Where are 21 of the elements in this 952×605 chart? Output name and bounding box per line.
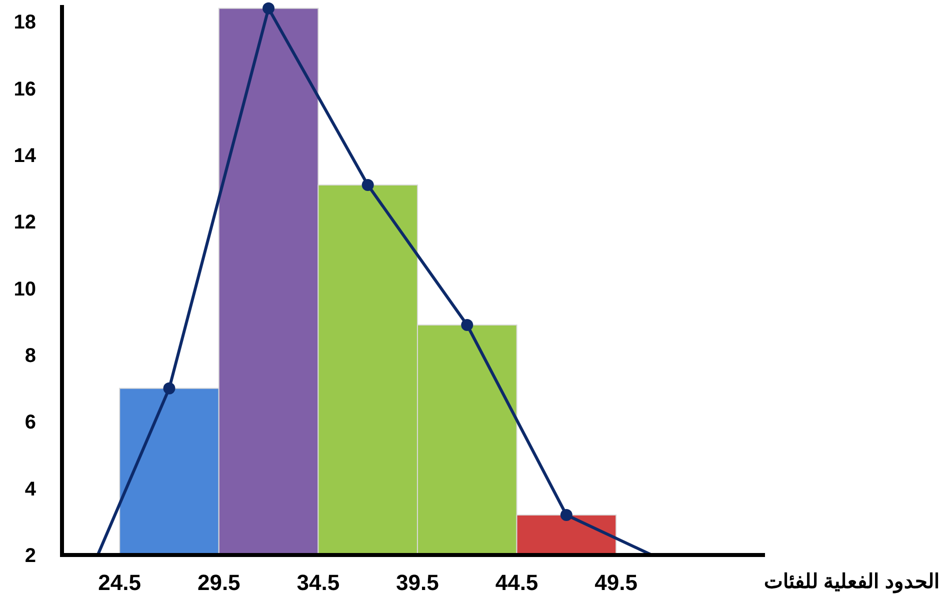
x-tick-label: 24.5	[98, 570, 142, 595]
y-tick-label: 2	[24, 545, 36, 567]
x-tick-label: 49.5	[594, 570, 638, 595]
y-tick-label: 12	[14, 212, 36, 234]
x-axis-title: الحدود الفعلية للفئات	[764, 571, 940, 594]
y-tick-label: 18	[14, 12, 36, 34]
point	[362, 179, 374, 191]
point	[262, 2, 275, 14]
y-tick-label: 16	[14, 78, 36, 100]
x-tick-label: 34.5	[296, 570, 340, 595]
y-tick-label: 6	[24, 412, 36, 434]
point	[163, 382, 176, 394]
x-tick-label: 39.5	[396, 570, 439, 595]
x-tick-label: 29.5	[197, 570, 240, 595]
point	[461, 319, 474, 331]
y-tick-label: 10	[14, 278, 36, 300]
y-tick-label: 4	[24, 478, 37, 500]
y-tick-label: 8	[24, 345, 36, 367]
y-tick-label: 14	[14, 145, 37, 167]
x-tick-label: 44.5	[495, 570, 538, 595]
point	[560, 509, 572, 521]
